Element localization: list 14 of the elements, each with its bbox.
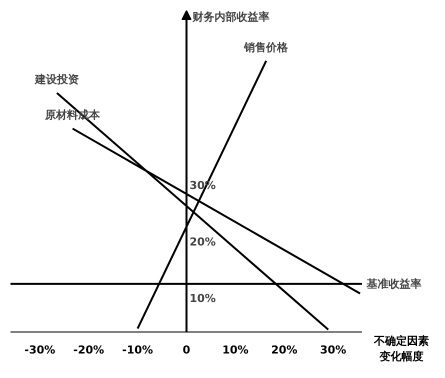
x-tick-label: -10% bbox=[122, 344, 154, 356]
ref-line-label: 基准收益率 bbox=[366, 277, 422, 290]
series-label: 建设投资 bbox=[34, 72, 79, 86]
series-label: 销售价格 bbox=[243, 40, 290, 54]
x-tick-label: 20% bbox=[271, 344, 298, 356]
x-tick-label: 30% bbox=[320, 344, 346, 356]
x-axis-title: 不确定因素变化幅度 bbox=[373, 334, 429, 364]
y-tick-label: 20% bbox=[190, 236, 216, 249]
x-tick-label: -30% bbox=[24, 344, 56, 356]
x-tick-label: -20% bbox=[73, 344, 104, 356]
y-axis-title: 财务内部收益率 bbox=[192, 10, 270, 24]
x-tick-label: 0 bbox=[182, 344, 191, 356]
x-tick-label: 10% bbox=[222, 344, 249, 356]
y-tick-label: 10% bbox=[190, 292, 216, 306]
